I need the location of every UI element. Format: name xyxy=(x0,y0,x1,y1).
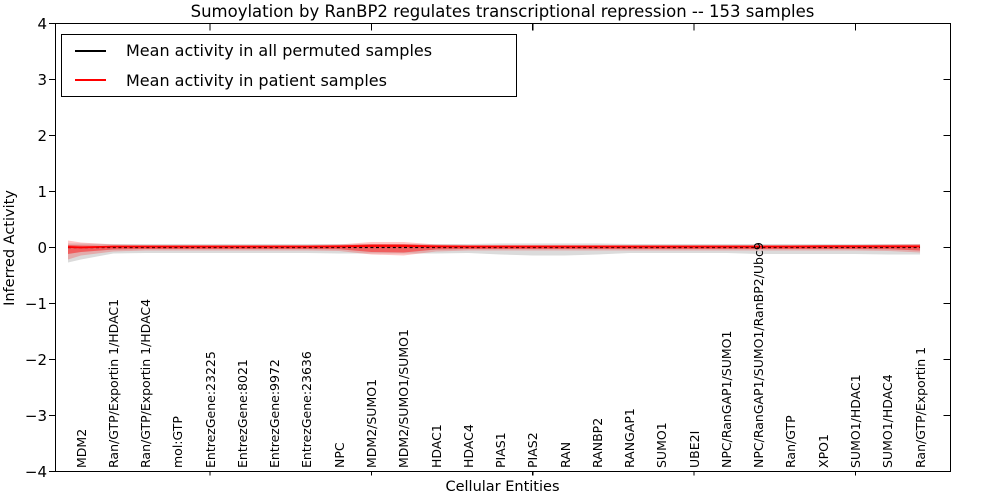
x-tick-label: NPC xyxy=(331,442,347,468)
y-tick-label: −4 xyxy=(24,462,47,481)
x-tick-label: NPC/RanGAP1/SUMO1 xyxy=(718,330,734,468)
y-tick-label: 2 xyxy=(37,126,47,145)
y-tick-label: −1 xyxy=(24,294,47,313)
x-tick-label: SUMO1/HDAC4 xyxy=(880,374,896,468)
patient-samples-range-outer-band xyxy=(68,240,921,260)
y-tick-label: −2 xyxy=(24,350,47,369)
permuted-samples-range-band xyxy=(68,243,921,263)
y-tick-label: 0 xyxy=(37,238,47,257)
y-tick-label: 1 xyxy=(37,182,47,201)
x-tick-label: PIAS2 xyxy=(525,432,541,468)
legend-item: Mean activity in patient samples xyxy=(62,66,516,94)
legend-label-permuted: Mean activity in all permuted samples xyxy=(126,41,433,61)
x-tick-label: UBE2I xyxy=(686,430,702,468)
legend-line-permuted-icon xyxy=(75,49,106,52)
y-tick-label: −3 xyxy=(24,406,47,425)
x-tick-label: SUMO1/HDAC1 xyxy=(848,374,863,468)
x-tick-label: MDM2 xyxy=(73,428,89,468)
x-tick-label: Ran/GTP/Exportin 1/HDAC4 xyxy=(138,298,153,468)
legend-line-patient-icon xyxy=(75,79,106,82)
x-tick-label: EntrezGene:8021 xyxy=(234,359,250,468)
x-tick-label: EntrezGene:9972 xyxy=(267,359,283,468)
x-tick-label: PIAS1 xyxy=(493,432,508,468)
x-tick-label: RANBP2 xyxy=(589,417,605,468)
legend-label-patient: Mean activity in patient samples xyxy=(126,70,387,90)
x-tick-label: MDM2/SUMO1 xyxy=(363,378,379,468)
chart-title: Sumoylation by RanBP2 regulates transcri… xyxy=(190,2,815,21)
x-tick-label: mol:GTP xyxy=(170,416,186,468)
x-tick-label: Ran/GTP xyxy=(783,415,799,468)
legend: Mean activity in all permuted samples Me… xyxy=(61,34,517,97)
x-tick-label: Ran/GTP/Exportin 1/HDAC1 xyxy=(105,298,121,468)
x-tick-label: EntrezGene:23225 xyxy=(202,351,218,468)
x-tick-label: Ran/GTP/Exportin 1 xyxy=(912,346,928,468)
y-tick-label: 4 xyxy=(37,14,47,33)
x-tick-label: EntrezGene:23636 xyxy=(299,351,315,468)
x-tick-label: SUMO1 xyxy=(654,422,670,468)
legend-item: Mean activity in all permuted samples xyxy=(62,37,516,65)
x-axis-label: Cellular Entities xyxy=(445,479,560,495)
x-tick-label: HDAC1 xyxy=(428,424,444,468)
x-tick-label: RAN xyxy=(557,441,573,468)
x-tick-label: RANGAP1 xyxy=(622,408,638,468)
x-tick-label: NPC/RanGAP1/SUMO1/RanBP2/Ubc9 xyxy=(751,242,767,468)
series-line-1 xyxy=(67,245,921,249)
x-tick-label: XPO1 xyxy=(815,434,831,468)
x-tick-label: MDM2/SUMO1/SUMO1 xyxy=(396,329,412,468)
y-tick-label: 3 xyxy=(37,70,47,89)
x-tick-label: HDAC4 xyxy=(460,424,476,468)
